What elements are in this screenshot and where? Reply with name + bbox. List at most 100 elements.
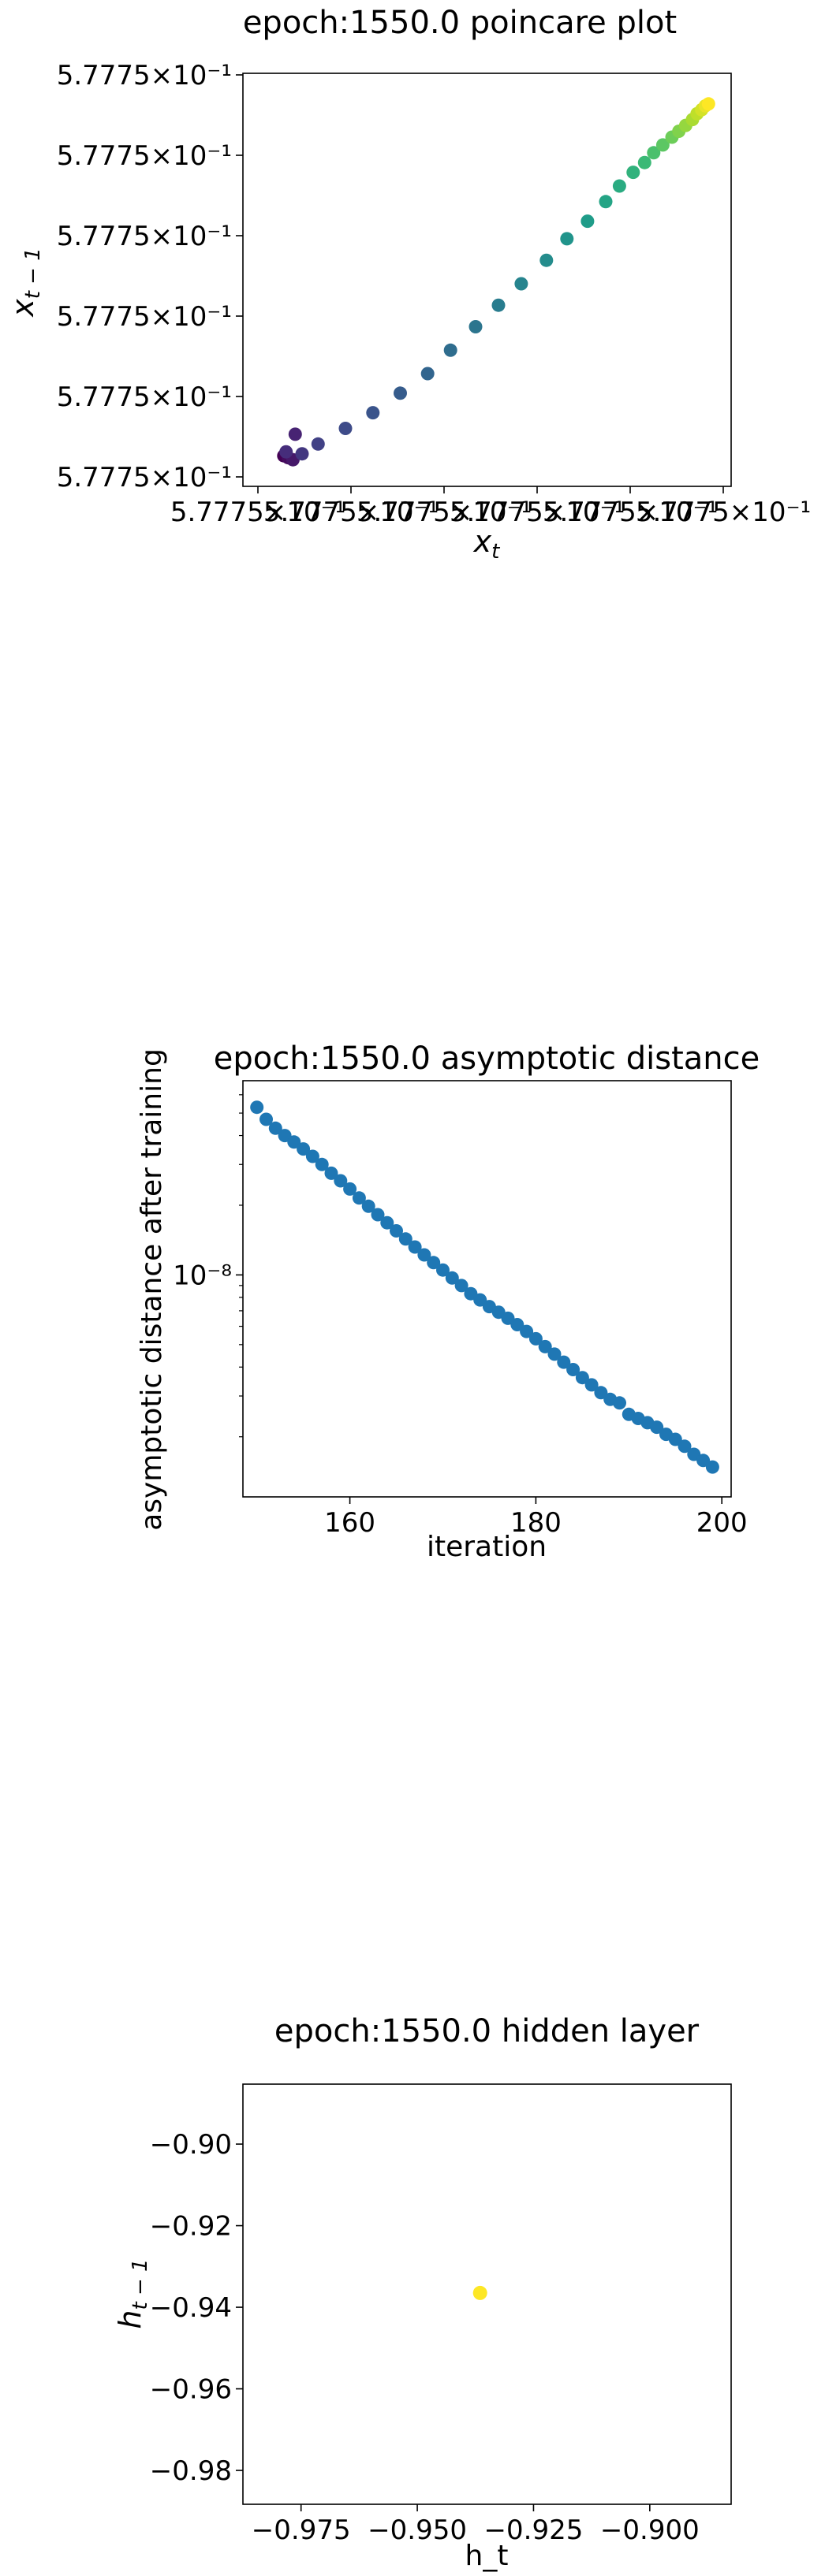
- asymptotic-xtick-label: 160: [324, 1507, 375, 1539]
- hidden-layer-ytick-label: −0.96: [150, 2374, 232, 2406]
- asymptotic-point: [250, 1100, 264, 1115]
- asymptotic-title: epoch:1550.0 asymptotic distance: [214, 1040, 760, 1077]
- hidden-layer-ylabel-sub: t − 1: [129, 2258, 152, 2310]
- poincare-xtick-label: 5.7775×10⁻¹: [450, 497, 625, 528]
- hidden-layer-title: epoch:1550.0 hidden layer: [274, 2013, 700, 2049]
- asymptotic-point: [390, 1224, 403, 1238]
- poincare-point: [491, 298, 506, 312]
- asymptotic-xtick-label: 180: [510, 1507, 562, 1539]
- poincare-xlabel: xt: [473, 524, 501, 564]
- hidden-layer-marks: [472, 2285, 487, 2300]
- poincare-point: [394, 386, 407, 400]
- asymptotic-point: [324, 1166, 338, 1180]
- asymptotic-point: [398, 1232, 412, 1246]
- poincare-xtick-label: 5.7775×10⁻¹: [170, 497, 345, 528]
- hidden-layer-ytick-label: −0.94: [150, 2292, 232, 2324]
- poincare-marks: [277, 97, 715, 467]
- poincare-ticks: 5.7775×10⁻¹5.7775×10⁻¹5.7775×10⁻¹5.7775×…: [57, 60, 811, 528]
- asymptotic-point: [297, 1142, 311, 1156]
- asymptotic-point: [594, 1386, 608, 1400]
- poincare-point: [599, 195, 613, 209]
- poincare-point: [560, 232, 574, 246]
- poincare-point: [637, 155, 651, 169]
- asymptotic-marks: [250, 1100, 719, 1474]
- asymptotic-point: [361, 1199, 375, 1213]
- poincare-ytick-label: 5.7775×10⁻¹: [57, 60, 232, 91]
- poincare-ytick-label: 5.7775×10⁻¹: [57, 301, 232, 333]
- asymptotic-point: [445, 1271, 459, 1285]
- poincare-xlabel-sub: t: [491, 540, 500, 564]
- hidden-layer-xtick-label: −0.975: [252, 2515, 351, 2546]
- hidden-layer-chart: epoch:1550.0 hidden layer −0.975 −0.950 −0…: [113, 2013, 732, 2572]
- asymptotic-plot-frame: [242, 1080, 732, 1498]
- poincare-plot-frame: [242, 73, 732, 487]
- asymptotic-point: [436, 1263, 450, 1277]
- poincare-xlabel-main: x: [473, 524, 492, 559]
- asymptotic-point: [408, 1240, 422, 1254]
- hidden-layer-ytick-label: −0.90: [150, 2129, 232, 2161]
- asymptotic-ylabel: asymptotic distance after training: [136, 1048, 168, 1531]
- asymptotic-point: [380, 1215, 394, 1230]
- asymptotic-point: [538, 1339, 552, 1353]
- asymptotic-point: [668, 1432, 682, 1446]
- asymptotic-point: [584, 1378, 599, 1392]
- asymptotic-point: [343, 1182, 357, 1196]
- poincare-xtick-label: 5.7775×10⁻¹: [636, 497, 811, 528]
- hidden-layer-point: [472, 2285, 487, 2300]
- poincare-ylabel-main: x: [6, 299, 40, 318]
- poincare-point: [288, 427, 302, 441]
- asymptotic-point: [557, 1355, 571, 1369]
- poincare-point: [514, 277, 528, 291]
- asymptotic-point: [696, 1454, 711, 1468]
- asymptotic-xlabel: iteration: [427, 1531, 547, 1563]
- hidden-layer-plot-frame: [242, 2083, 732, 2505]
- poincare-title: epoch:1550.0 poincare plot: [243, 5, 677, 41]
- asymptotic-point: [417, 1248, 431, 1262]
- poincare-point: [701, 97, 715, 111]
- hidden-layer-xtick-label: −0.925: [484, 2515, 584, 2546]
- asymptotic-point: [650, 1420, 664, 1435]
- asymptotic-point: [678, 1439, 692, 1454]
- poincare-point: [468, 320, 483, 333]
- asymptotic-xtick-label: 200: [696, 1507, 748, 1539]
- asymptotic-point: [547, 1347, 562, 1361]
- asymptotic-point: [315, 1157, 329, 1171]
- poincare-chart: epoch:1550.0 poincare plot 5.7775×10⁻¹5.…: [6, 5, 811, 564]
- poincare-ytick-label: 5.7775×10⁻¹: [57, 382, 232, 413]
- poincare-point: [311, 437, 325, 451]
- asymptotic-point: [352, 1191, 366, 1205]
- hidden-layer-ylabel: ht − 1: [113, 2258, 152, 2328]
- poincare-point: [647, 146, 661, 160]
- hidden-layer-xtick-label: −0.900: [600, 2515, 700, 2546]
- poincare-ylabel: xt − 1: [6, 248, 45, 318]
- asymptotic-point: [305, 1149, 319, 1163]
- poincare-point: [612, 179, 626, 193]
- poincare-point: [338, 422, 353, 435]
- asymptotic-ticks: 160 180 200 10⁻⁸: [173, 1094, 748, 1539]
- hidden-layer-xlabel: h_t: [465, 2540, 509, 2572]
- asymptotic-point: [287, 1135, 301, 1149]
- asymptotic-point: [575, 1371, 589, 1385]
- poincare-xtick-label: 5.7775×10⁻¹: [357, 497, 532, 528]
- asymptotic-point: [566, 1363, 580, 1376]
- asymptotic-point: [454, 1279, 468, 1293]
- hidden-layer-ylabel-main: h: [113, 2310, 147, 2328]
- asymptotic-point: [334, 1174, 348, 1188]
- hidden-layer-ytick-label: −0.92: [150, 2211, 232, 2243]
- asymptotic-point: [473, 1293, 487, 1307]
- hidden-layer-xtick-label: −0.950: [368, 2515, 467, 2546]
- poincare-point: [420, 367, 435, 381]
- poincare-point: [539, 253, 554, 267]
- asymptotic-chart: epoch:1550.0 asymptotic distance 160 180 2…: [136, 1040, 760, 1563]
- asymptotic-ytick-label: 10⁻⁸: [173, 1260, 232, 1291]
- poincare-xtick-label: 5.7775×10⁻¹: [263, 497, 439, 528]
- poincare-point: [295, 447, 309, 461]
- hidden-layer-ticks: −0.975 −0.950 −0.925 −0.900 −0.90 −0.92 −0.94 −…: [150, 2129, 700, 2546]
- asymptotic-point: [259, 1112, 273, 1126]
- poincare-ytick-label: 5.7775×10⁻¹: [57, 140, 232, 172]
- asymptotic-point: [268, 1121, 282, 1135]
- asymptotic-point: [613, 1396, 626, 1410]
- asymptotic-point: [427, 1256, 441, 1270]
- poincare-point: [580, 214, 595, 229]
- poincare-ytick-label: 5.7775×10⁻¹: [57, 462, 232, 493]
